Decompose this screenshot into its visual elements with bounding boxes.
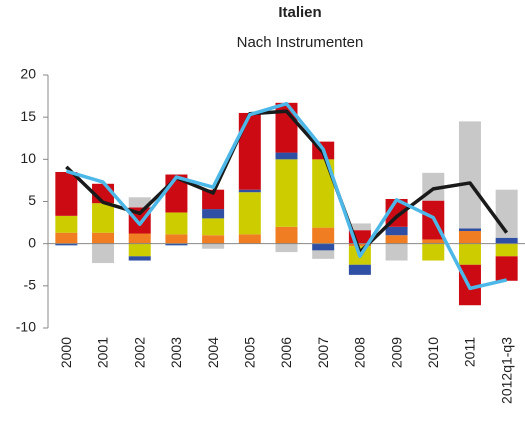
x-tick-label: 2003 [168,337,184,368]
bar-segment [348,264,371,275]
x-tick-label: 2005 [242,337,258,368]
bar-segment [55,215,78,233]
bar-segment [238,192,261,235]
bar-segment [55,243,78,246]
bar-segment [238,112,261,190]
bar-segment [385,226,408,236]
chart-subtitle: Nach Instrumenten [237,34,364,51]
x-tick-label: 2006 [278,337,294,368]
y-tick-label: 15 [20,108,36,124]
y-tick-label: 0 [28,234,36,250]
chart-title: Italien [278,4,321,21]
x-tick-label: 2011 [462,337,478,367]
bar-segment [312,227,335,244]
bar-segment [238,189,261,193]
bar-segment [385,243,408,261]
x-tick-label: 2012q1-q3 [498,337,514,404]
bar-segment [238,234,261,244]
bar-segment [92,243,115,264]
y-tick-label: 10 [20,150,36,166]
bar-segment [128,256,151,261]
bar-segment [312,243,335,251]
bar-segment [202,235,225,244]
bar-segment [275,152,298,160]
x-tick-label: 2009 [388,337,404,368]
bar-segment [458,228,481,232]
line [65,101,508,291]
x-tick-label: 2004 [205,337,221,368]
bar-segment [128,233,151,244]
bar-segment [128,243,151,257]
bar-segment [92,203,115,233]
bar-segment [165,212,188,235]
bar-segment [275,159,298,227]
x-tick-label: 2001 [95,337,111,368]
bar-segment [422,239,445,244]
bar-segment [422,243,445,261]
bar-segment [495,256,518,281]
bar-segment [312,250,335,259]
x-tick-label: 2008 [352,337,368,368]
bar-segment [55,171,78,216]
x-tick-label: 2010 [425,337,441,368]
bar-segment [202,209,225,219]
bar-segment [348,243,371,247]
bar-segment [128,197,151,208]
y-tick-label: -10 [16,319,36,335]
line [65,109,509,254]
bar-segment [165,243,188,246]
bar-segment [458,121,481,229]
bar-segment [165,234,188,244]
y-tick-label: 5 [28,192,36,208]
bar-segment [202,189,225,210]
bar-segment [92,232,115,244]
bar-segment [275,243,298,253]
bar-segment [202,243,225,249]
bar-segment [458,231,481,244]
y-tick-label: 20 [20,66,36,82]
bar-segment [495,243,518,257]
bar-segment [458,243,481,265]
bar-segment [385,235,408,244]
bar-segment [348,223,371,231]
bar-segment [55,232,78,244]
x-tick-label: 2007 [315,337,331,368]
bar-segment [495,237,518,244]
bar-segment [275,226,298,244]
bar-segment [128,207,151,234]
bar-segment [202,218,225,236]
y-tick-label: -5 [24,277,37,293]
x-tick-label: 2000 [58,337,74,368]
x-tick-label: 2002 [131,337,147,368]
bar-segment [312,159,335,228]
